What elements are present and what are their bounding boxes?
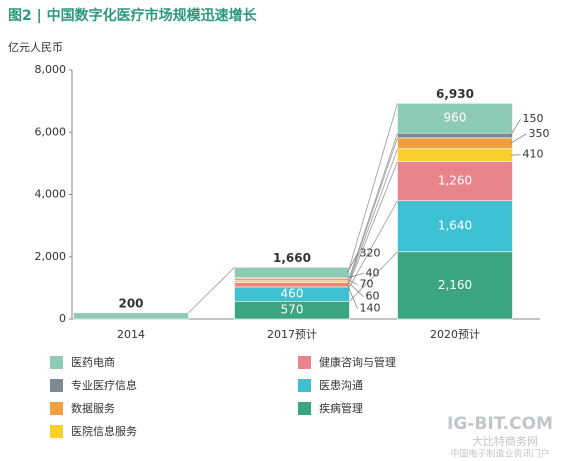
connector: [349, 148, 398, 281]
x-tick-label: 2017预计: [267, 328, 317, 341]
value-label: 410: [523, 148, 544, 161]
value-label: 2,160: [438, 278, 472, 292]
bar-segment: [397, 148, 513, 162]
total-label: 1,660: [273, 251, 311, 265]
y-axis-label: 亿元人民币: [8, 41, 63, 54]
legend-swatch: [50, 379, 63, 392]
y-tick-label: 8,000: [35, 63, 67, 76]
leader-line: [347, 284, 358, 309]
leader-line: [347, 281, 364, 297]
value-label: 460: [281, 287, 304, 301]
legend-swatch: [298, 379, 311, 392]
bar-segment: [397, 132, 513, 139]
connector: [188, 267, 235, 314]
legend-swatch: [298, 402, 311, 415]
value-label: 70: [360, 278, 374, 291]
legend-label: 医院信息服务: [71, 424, 137, 438]
bar-segment: [397, 137, 513, 150]
legend-swatch: [50, 356, 63, 369]
legend-label: 医药电商: [71, 355, 115, 369]
x-tick-label: 2020预计: [430, 328, 480, 341]
watermark: 中国电子制造业资讯门户: [450, 448, 549, 460]
value-label: 570: [281, 303, 304, 317]
y-tick-label: 0: [59, 312, 66, 325]
legend-swatch: [50, 425, 63, 438]
y-tick-label: 2,000: [35, 250, 67, 263]
leader-line: [347, 253, 358, 273]
leader-line: [347, 272, 364, 279]
value-label: 150: [523, 112, 544, 125]
bar-segment: [234, 278, 350, 282]
bar-segment: [234, 267, 350, 278]
legend-label: 医患沟通: [319, 379, 363, 392]
y-tick-label: 6,000: [35, 125, 67, 138]
value-label: 40: [366, 266, 380, 279]
watermark: IG-BIT.COM: [447, 414, 553, 434]
x-tick-label: 2014: [117, 328, 145, 341]
value-label: 140: [360, 302, 381, 315]
bar-segment: [397, 103, 513, 134]
legend-label: 专业医疗信息: [71, 378, 137, 392]
connector: [349, 251, 398, 302]
watermark: 大比特商务网: [472, 434, 538, 448]
value-label: 1,260: [438, 174, 472, 188]
legend-swatch: [298, 356, 311, 369]
value-label: 350: [529, 127, 550, 140]
y-tick-label: 4,000: [35, 188, 67, 201]
legend-swatch: [50, 402, 63, 415]
total-label: 200: [118, 296, 143, 310]
connector: [349, 133, 398, 278]
value-label: 960: [444, 111, 467, 125]
leader-line: [510, 133, 527, 144]
connector: [349, 137, 398, 279]
chart-title: 图2 | 中国数字化医疗市场规模迅速增长: [8, 7, 258, 24]
value-label: 60: [366, 290, 380, 303]
bar-segment: [73, 312, 189, 320]
legend-label: 疾病管理: [319, 401, 363, 415]
value-label: 320: [360, 246, 381, 259]
legend-label: 数据服务: [71, 401, 115, 415]
connector: [349, 161, 398, 283]
value-label: 1,640: [438, 219, 472, 233]
connector: [349, 200, 398, 288]
leader-line: [347, 279, 358, 285]
leader-line: [510, 119, 521, 136]
total-label: 6,930: [436, 87, 474, 101]
legend-label: 健康咨询与管理: [319, 355, 396, 369]
connector: [349, 103, 398, 268]
